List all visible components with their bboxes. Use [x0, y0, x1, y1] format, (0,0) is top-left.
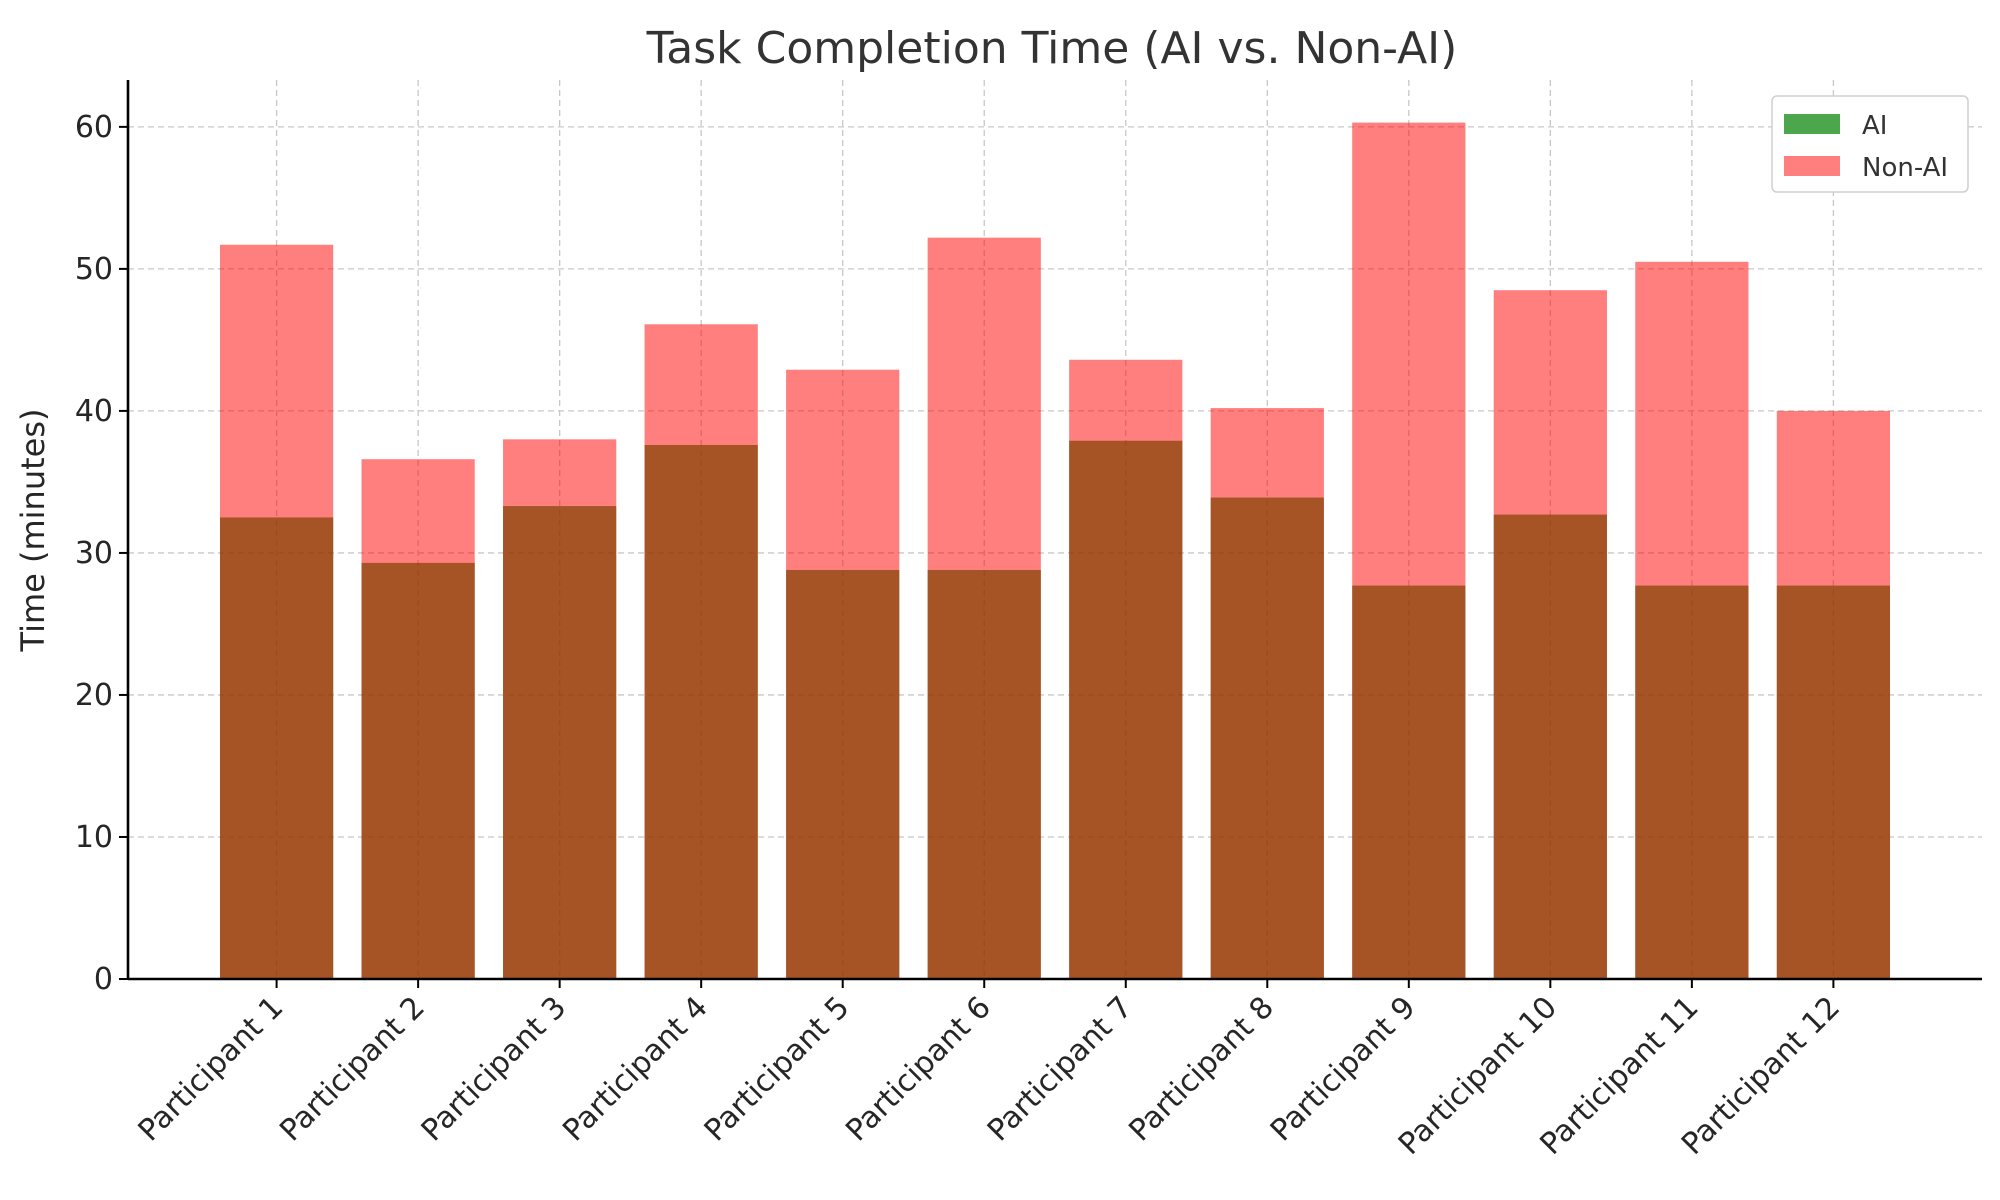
x-tick-label: Participant 5	[698, 990, 857, 1149]
bars-layer	[219, 122, 1891, 980]
bar-non-ai	[1352, 122, 1466, 980]
bar-non-ai	[1069, 359, 1183, 979]
x-tick-label: Participant 9	[1264, 990, 1423, 1149]
y-tick-label: 0	[94, 962, 113, 997]
legend-label-non-ai: Non-AI	[1862, 153, 1948, 183]
x-tick-label: Participant 7	[981, 990, 1140, 1149]
bar-non-ai	[1493, 290, 1607, 979]
y-tick-label: 60	[75, 110, 113, 145]
bar-non-ai	[503, 439, 617, 980]
legend: AI Non-AI	[1771, 95, 1969, 193]
bar-non-ai	[1210, 408, 1324, 980]
x-tick-label: Participant 3	[415, 990, 574, 1149]
bar-non-ai	[1776, 410, 1891, 980]
y-axis-title: Time (minutes)	[14, 409, 52, 653]
x-tick-label: Participant 6	[839, 990, 998, 1149]
bar-non-ai	[927, 237, 1041, 980]
x-tick-label: Participant 2	[273, 990, 432, 1149]
y-tick-label: 40	[75, 394, 113, 429]
legend-swatch-ai	[1784, 114, 1840, 134]
x-tick-label: Participant 4	[556, 990, 715, 1149]
bar-non-ai	[1635, 261, 1749, 979]
axes-layer	[126, 80, 1982, 981]
bar-non-ai	[786, 369, 900, 980]
legend-swatch-non-ai	[1784, 156, 1840, 176]
x-tick-label: Participant 8	[1122, 990, 1281, 1149]
bar-non-ai	[219, 244, 334, 979]
y-tick-label: 20	[75, 678, 113, 713]
chart-title: Task Completion Time (AI vs. Non-AI)	[646, 23, 1458, 74]
y-tick-label: 10	[75, 820, 113, 855]
x-tick-label: Participant 1	[132, 990, 291, 1149]
y-tick-label: 50	[75, 252, 113, 287]
legend-label-ai: AI	[1862, 111, 1887, 141]
bar-non-ai	[361, 459, 475, 979]
bar-non-ai	[644, 324, 758, 979]
y-tick-label: 30	[75, 536, 113, 571]
